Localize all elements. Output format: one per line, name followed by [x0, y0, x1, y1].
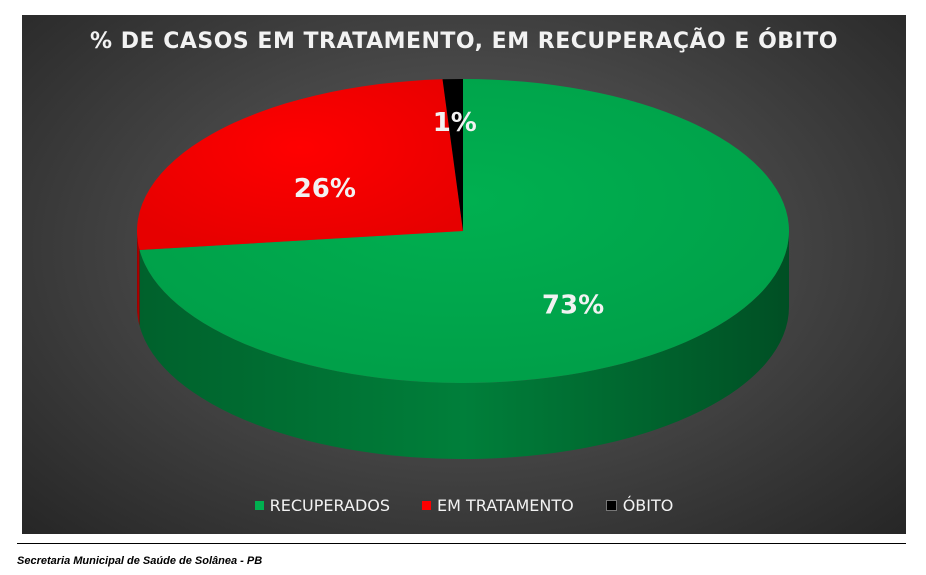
pie-side-recuperados — [139, 231, 789, 460]
legend-item-em-tratamento: EM TRATAMENTO — [422, 496, 574, 515]
pie-slice-recuperados — [139, 79, 789, 383]
legend-swatch — [254, 501, 264, 510]
divider — [17, 543, 906, 544]
legend-swatch — [605, 500, 617, 511]
chart-area: % DE CASOS EM TRATAMENTO, EM RECUPERAÇÃO… — [22, 15, 906, 534]
pie-chart: 73% 26% 1% — [137, 79, 789, 460]
legend-label: ÓBITO — [622, 496, 674, 515]
legend-item--bito: ÓBITO — [605, 496, 674, 515]
pie-slice--bito — [442, 79, 463, 231]
legend-label: RECUPERADOS — [269, 496, 391, 515]
pie-side-em-tratamento — [137, 231, 140, 327]
data-label-recuperados: 73% — [542, 291, 604, 321]
chart-title: % DE CASOS EM TRATAMENTO, EM RECUPERAÇÃO… — [90, 29, 838, 54]
chart-legend: RECUPERADOS EM TRATAMENTO ÓBITO — [22, 496, 906, 515]
source-note: Secretaria Municipal de Saúde de Solânea… — [17, 555, 263, 567]
legend-label: EM TRATAMENTO — [437, 496, 574, 515]
data-label--bito: 1% — [433, 108, 477, 138]
legend-swatch — [422, 501, 432, 510]
legend-item-recuperados: RECUPERADOS — [254, 496, 391, 515]
pie-slice-em-tratamento — [137, 79, 463, 251]
data-label-em-tratamento: 26% — [294, 174, 356, 204]
